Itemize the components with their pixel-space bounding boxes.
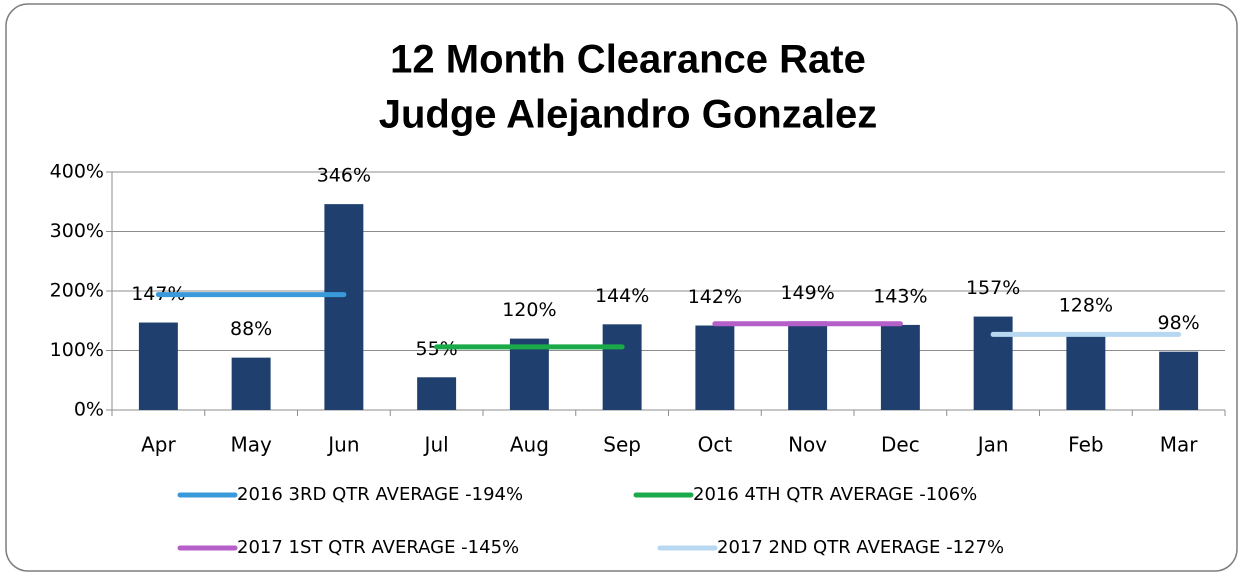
bar [1159, 351, 1199, 410]
x-tick-label: Apr [141, 433, 176, 457]
chart-frame [5, 3, 1238, 572]
y-tick-label: 0% [74, 399, 104, 421]
data-label: 98% [1158, 312, 1200, 334]
data-label: 346% [317, 165, 371, 187]
bar [695, 325, 735, 410]
x-tick-label: Nov [788, 433, 827, 457]
data-label: 120% [502, 299, 556, 321]
bar [1066, 333, 1106, 410]
legend-label: 2017 1ST QTR AVERAGE -145% [237, 537, 519, 558]
bar [324, 204, 364, 410]
legend-label: 2017 2ND QTR AVERAGE -127% [717, 537, 1004, 558]
x-tick-label: Oct [698, 433, 733, 457]
x-tick-label: Feb [1068, 433, 1103, 457]
x-tick-label: Jan [976, 433, 1009, 457]
data-label: 157% [966, 277, 1020, 299]
x-tick-label: Jun [326, 433, 359, 457]
data-label: 143% [873, 285, 927, 307]
bar [417, 377, 457, 410]
chart-subtitle: Judge Alejandro Gonzalez [379, 93, 878, 137]
x-tick-label: Sep [603, 433, 641, 457]
data-label: 128% [1059, 294, 1113, 316]
x-tick-label: May [230, 433, 272, 457]
legend-label: 2016 4TH QTR AVERAGE -106% [693, 484, 977, 505]
bar [602, 324, 642, 410]
x-tick-label: Dec [881, 433, 920, 457]
x-tick-label: Mar [1160, 433, 1199, 457]
x-tick-label: Jul [423, 433, 449, 457]
data-label: 144% [595, 285, 649, 307]
bar [788, 321, 828, 410]
data-label: 149% [780, 282, 834, 304]
y-tick-label: 400% [50, 161, 104, 183]
bar [880, 324, 920, 410]
chart-title: 12 Month Clearance Rate [390, 38, 866, 82]
y-tick-label: 300% [50, 220, 104, 242]
bar [973, 316, 1013, 410]
data-label: 142% [688, 286, 742, 308]
y-tick-label: 200% [50, 280, 104, 302]
x-tick-label: Aug [510, 433, 549, 457]
bar [231, 357, 271, 410]
legend-label: 2016 3RD QTR AVERAGE -194% [237, 484, 523, 505]
data-label: 88% [230, 318, 272, 340]
y-tick-label: 100% [50, 339, 104, 361]
bar [509, 338, 549, 410]
bar [138, 322, 178, 410]
